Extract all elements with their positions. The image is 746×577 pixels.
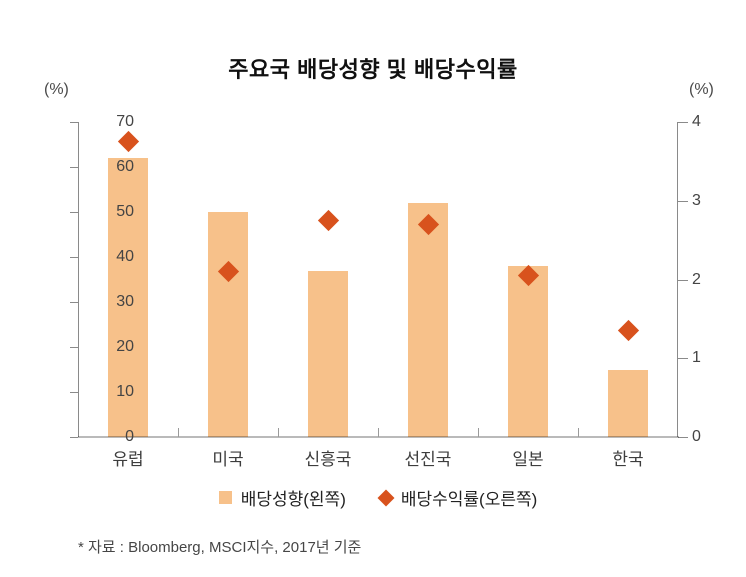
right-axis-unit-label: (%) — [689, 81, 714, 98]
left-axis-tick-label: 30 — [116, 293, 134, 310]
legend-label: 배당수익률(오른쪽) — [400, 490, 538, 509]
left-axis-tick-label: 70 — [116, 113, 134, 130]
left-axis-tick — [70, 167, 78, 168]
category-boundary-tick — [378, 428, 379, 437]
right-axis-tick-label: 1 — [692, 349, 701, 367]
category-label-일본: 일본 — [512, 450, 544, 469]
legend-diamond-icon — [377, 489, 395, 506]
left-axis-tick — [70, 347, 78, 348]
left-axis-tick — [70, 212, 78, 213]
left-axis-tick-label: 10 — [116, 383, 134, 400]
bar-선진국 — [408, 203, 448, 437]
legend-item-0: 배당성향(왼쪽) — [218, 485, 346, 510]
legend-square-icon — [218, 491, 232, 504]
right-axis-tick — [678, 437, 688, 438]
right-axis-tick — [678, 358, 688, 360]
bar-미국 — [208, 212, 248, 437]
left-axis-tick-label: 20 — [116, 338, 134, 355]
left-axis-tick-label: 50 — [116, 203, 134, 220]
left-axis-tick — [70, 437, 78, 438]
legend-item-1: 배당수익률(오른쪽) — [377, 485, 538, 510]
right-axis-tick-label: 2 — [692, 270, 701, 288]
category-label-미국: 미국 — [212, 450, 244, 469]
right-axis-line — [677, 122, 678, 437]
bar-유럽 — [108, 158, 148, 437]
left-axis-tick — [70, 302, 78, 303]
source-footnote: * 자료 : Bloomberg, MSCI지수, 2017년 기준 — [78, 539, 362, 556]
left-axis-tick — [70, 257, 78, 258]
right-axis-tick — [678, 279, 688, 281]
category-label-선진국: 선진국 — [404, 450, 452, 469]
category-boundary-tick — [578, 428, 579, 437]
bar-신흥국 — [308, 270, 348, 437]
right-axis-tick-label: 0 — [692, 428, 701, 445]
category-label-신흥국: 신흥국 — [304, 450, 352, 469]
plot-area: 유럽 미국 신흥국 선진국 일본 한국 — [70, 122, 688, 469]
left-axis-line — [78, 122, 79, 437]
left-axis-tick — [70, 122, 78, 123]
right-axis-tick-label: 3 — [692, 191, 701, 209]
category-label-한국: 한국 — [612, 450, 644, 469]
legend: 배당성향(왼쪽) 배당수익률(오른쪽) — [78, 485, 678, 510]
category-boundary-tick — [178, 428, 179, 437]
bar-한국 — [608, 369, 648, 437]
left-axis-unit-label: (%) — [44, 81, 69, 98]
left-axis-tick-label: 0 — [125, 428, 134, 445]
right-axis-tick-label: 4 — [692, 113, 701, 130]
right-axis-tick — [678, 122, 688, 123]
diamond-marker-유럽 — [117, 131, 139, 153]
right-axis-tick — [678, 200, 688, 202]
left-axis-tick — [70, 392, 78, 393]
category-boundary-tick — [278, 428, 279, 437]
diamond-marker-한국 — [617, 320, 639, 342]
legend-label: 배당성향(왼쪽) — [240, 490, 346, 509]
category-label-유럽: 유럽 — [112, 450, 144, 469]
bar-일본 — [508, 266, 548, 437]
left-axis-tick-label: 40 — [116, 248, 134, 265]
chart-title: 주요국 배당성향 및 배당수익률 — [228, 57, 518, 82]
category-boundary-tick — [478, 428, 479, 437]
diamond-marker-신흥국 — [317, 209, 339, 232]
left-axis-tick-label: 60 — [116, 158, 134, 175]
x-axis-baseline — [78, 436, 679, 438]
